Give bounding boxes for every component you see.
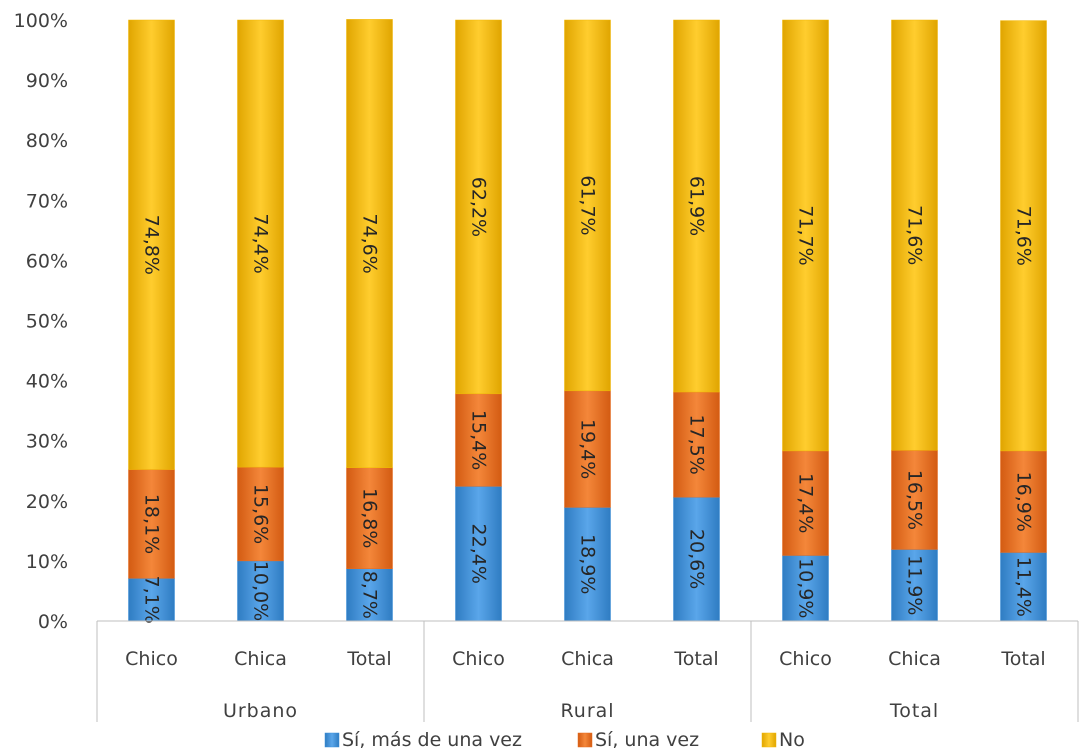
data-label: 18,9% xyxy=(577,534,599,594)
data-label: 10,9% xyxy=(795,558,817,618)
data-label: 17,4% xyxy=(795,473,817,533)
legend-label: Sí, más de una vez xyxy=(342,729,522,751)
bar-segment xyxy=(237,560,284,622)
legend-label: Sí, una vez xyxy=(595,729,699,751)
bar-segment xyxy=(455,393,502,487)
y-tick-label: 40% xyxy=(26,371,68,393)
data-label: 71,6% xyxy=(1013,206,1035,266)
data-label: 18,1% xyxy=(141,494,163,554)
y-axis: 0% 10% 20% 30% 40% 50% 60% 70% 80% 90% 100% xyxy=(14,10,68,633)
data-label: 19,4% xyxy=(577,419,599,479)
x-category-label: Total xyxy=(1000,648,1045,670)
data-label: 61,7% xyxy=(577,175,599,235)
y-tick-label: 60% xyxy=(26,250,68,272)
data-label: 61,9% xyxy=(686,176,708,236)
bar-segment xyxy=(128,578,175,622)
x-category-label: Chica xyxy=(561,648,614,670)
x-group-label: Urbano xyxy=(223,700,298,722)
data-label: 15,6% xyxy=(250,484,272,544)
data-label: 15,4% xyxy=(468,410,490,470)
data-label: 11,4% xyxy=(1013,557,1035,617)
bar-segment xyxy=(782,19,829,452)
y-tick-label: 70% xyxy=(26,190,68,212)
bar-segment xyxy=(1000,450,1047,553)
data-label: 11,9% xyxy=(904,555,926,615)
bar-segment xyxy=(1000,20,1047,452)
y-tick-label: 0% xyxy=(38,611,68,633)
data-label: 16,9% xyxy=(1013,472,1035,532)
x-group-label: Total xyxy=(889,700,939,722)
bar-segment xyxy=(673,391,720,498)
bar-segment xyxy=(128,469,175,579)
bar-segment xyxy=(237,19,284,468)
data-labels: 7,1% 18,1% 74,8% 10,0% 15,6% 74,4% 8,7% 16,8% 74… xyxy=(141,175,1035,624)
legend-swatch xyxy=(577,732,593,748)
data-label: 71,6% xyxy=(904,205,926,265)
bar-segment xyxy=(782,555,829,622)
y-tick-label: 20% xyxy=(26,491,68,513)
bar-segment xyxy=(128,19,175,470)
x-category-label: Chico xyxy=(452,648,505,670)
data-label: 17,5% xyxy=(686,414,708,474)
bar-segment xyxy=(564,19,611,392)
x-category-label: Chica xyxy=(888,648,941,670)
data-label: 74,6% xyxy=(359,213,381,273)
bar-segment xyxy=(891,450,938,550)
y-tick-label: 100% xyxy=(14,10,68,32)
data-label: 74,4% xyxy=(250,213,272,273)
y-tick-label: 80% xyxy=(26,130,68,152)
legend-swatch xyxy=(324,732,340,748)
bar-segment xyxy=(564,507,611,622)
x-category-label: Chico xyxy=(779,648,832,670)
bar-segment xyxy=(346,19,393,468)
y-tick-label: 10% xyxy=(26,551,68,573)
bar-segment xyxy=(673,496,720,622)
x-axis: Chico Chica Total Chico Chica Total Chico Chica… xyxy=(96,620,1079,722)
legend-label: No xyxy=(779,729,805,751)
data-label: 20,6% xyxy=(686,529,708,589)
bar-segment xyxy=(237,466,284,562)
data-label: 74,8% xyxy=(141,215,163,275)
x-category-label: Chica xyxy=(234,648,287,670)
bar-segment xyxy=(455,19,502,395)
legend: Sí, más de una vez Sí, una vez No xyxy=(324,729,805,751)
data-label: 16,5% xyxy=(904,470,926,530)
data-label: 8,7% xyxy=(359,571,381,619)
x-category-label: Chico xyxy=(125,648,178,670)
bar-segment xyxy=(455,486,502,622)
data-label: 62,2% xyxy=(468,177,490,237)
bar-segment xyxy=(1000,552,1047,622)
legend-swatch xyxy=(761,732,777,748)
data-label: 22,4% xyxy=(468,524,490,584)
bar-segment xyxy=(673,19,720,393)
y-tick-label: 50% xyxy=(26,311,68,333)
x-category-label: Total xyxy=(346,648,391,670)
bar-segment xyxy=(782,450,829,556)
x-group-label: Rural xyxy=(560,700,614,722)
data-label: 71,7% xyxy=(795,205,817,265)
y-tick-label: 30% xyxy=(26,431,68,453)
y-tick-label: 90% xyxy=(26,70,68,92)
data-label: 16,8% xyxy=(359,488,381,548)
data-label: 7,1% xyxy=(141,576,163,624)
bar-segment xyxy=(346,467,393,569)
bar-segment xyxy=(891,19,938,451)
bars xyxy=(128,19,1047,622)
x-category-label: Total xyxy=(673,648,718,670)
data-label: 10,0% xyxy=(250,561,272,621)
